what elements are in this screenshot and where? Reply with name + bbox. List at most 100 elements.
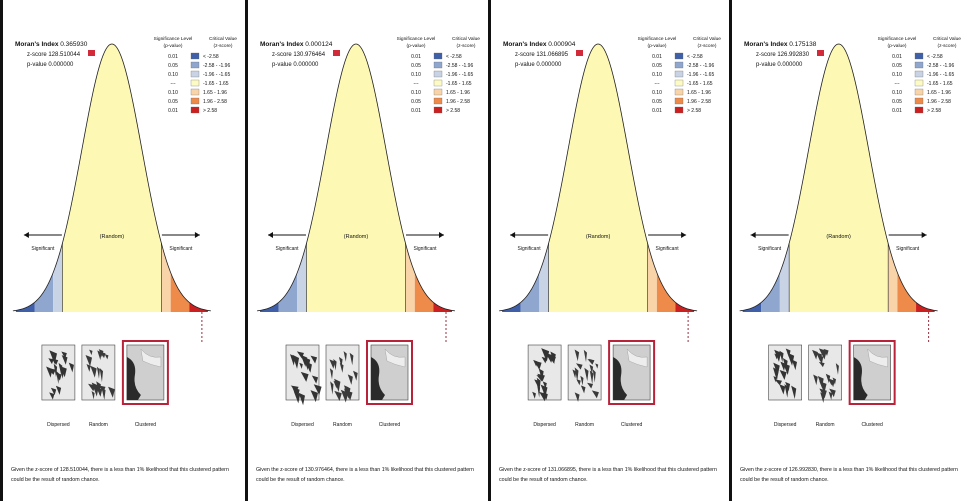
pattern-shape (313, 384, 322, 396)
pattern-shape (818, 361, 825, 368)
legend-swatch (914, 61, 924, 69)
panel-1: Moran's Index 0.365930 z-score 128.510044… (3, 0, 245, 501)
legend-swatch (674, 70, 684, 78)
significant-left-label: Significant (518, 246, 542, 252)
morans-index-value: 0.000124 (305, 41, 332, 48)
legend-zscore: 1.96 - 2.58 (446, 99, 470, 105)
pattern-label-dispersed: Dispersed (533, 422, 556, 428)
legend-sig-header: Significance Level (154, 36, 193, 42)
curve-region (278, 272, 298, 312)
panel-graphic: Moran's Index 0.000124 z-score 130.976464… (256, 36, 480, 483)
legend-swatch (190, 97, 200, 105)
zscore-value: 126.992830 (777, 52, 809, 58)
pattern-shape (89, 349, 93, 356)
pattern-shape (85, 354, 93, 367)
pattern-label-random: Random (816, 422, 835, 428)
arrowhead-left (268, 232, 273, 238)
zscore-badge (576, 50, 583, 56)
pattern-shape (353, 370, 358, 381)
pattern-shape (349, 352, 354, 366)
pattern-shape (580, 385, 586, 394)
pattern-label-clustered: Clustered (861, 422, 883, 428)
legend-swatch (433, 52, 443, 60)
legend-crit-header-sub: (z-score) (457, 43, 476, 49)
arrowhead-left (23, 232, 29, 238)
pvalue-label: p-value 0.000000 (515, 62, 562, 68)
significant-right-label: Significant (896, 246, 920, 252)
pattern-shape (583, 349, 587, 363)
pattern-shape (59, 366, 67, 378)
legend-pvalue: 0.10 (168, 72, 178, 78)
legend-zscore: -1.96 - -1.65 (687, 72, 714, 78)
bell-curve-outline (256, 43, 456, 312)
pattern-shape (50, 387, 57, 396)
legend-pvalue: 0.01 (411, 108, 421, 114)
legend-swatch (190, 88, 200, 96)
caption-line: could be the result of random chance. (740, 477, 829, 483)
pattern-shape (791, 359, 798, 371)
zscore-label: z-score 128.510044 (27, 52, 81, 58)
pattern-shape (545, 353, 554, 363)
panel-graphic: Moran's Index 0.000904 z-score 131.066895… (499, 36, 721, 483)
legend-sig-header-sub: (p-value) (164, 43, 183, 49)
legend-sig-header-sub: (p-value) (407, 43, 426, 49)
pattern-shape (343, 351, 347, 362)
morans-index-label: Moran's Index 0.000124 (260, 41, 333, 48)
legend-zscore: -1.96 - -1.65 (203, 72, 230, 78)
panel-separator (488, 0, 491, 501)
legend-zscore: -2.58 - -1.96 (687, 63, 714, 69)
legend-pvalue: 0.05 (652, 99, 662, 105)
pattern-shape (329, 368, 333, 380)
pattern-shape (791, 385, 797, 399)
pattern-shape (51, 358, 59, 366)
pattern-shape (832, 377, 837, 385)
curve-region (433, 302, 452, 312)
pattern-shape (292, 354, 300, 369)
random-label: (Random) (100, 234, 125, 240)
legend-pvalue: 0.01 (168, 54, 178, 60)
legend-swatch (674, 52, 684, 60)
legend-zscore: 1.96 - 2.58 (687, 99, 711, 105)
pattern-shape (296, 351, 304, 359)
pattern-shape (818, 348, 827, 360)
curve-region (34, 272, 54, 312)
pattern-shape (532, 391, 536, 399)
legend-pvalue: 0.10 (892, 90, 902, 96)
pattern-shape (595, 363, 599, 369)
clustered-highlight-box (608, 340, 656, 405)
pattern-shape (534, 379, 541, 388)
pattern-shape (813, 374, 818, 386)
legend-zscore: -2.58 - -1.96 (203, 63, 230, 69)
legend-zscore: < -2.58 (927, 54, 943, 60)
legend-zscore: > 2.58 (687, 108, 701, 114)
pvalue-value: 0.000000 (293, 62, 319, 68)
pattern-shape (347, 374, 353, 385)
curve-region (306, 44, 406, 312)
pattern-shape (330, 381, 334, 395)
caption-line: could be the result of random chance. (499, 477, 588, 483)
significant-left-label: Significant (275, 246, 299, 252)
legend-swatch (674, 106, 684, 114)
legend-crit-header: Critical Value (209, 36, 237, 42)
curve-region (675, 302, 695, 312)
legend-swatch (674, 79, 684, 87)
significant-right-label: Significant (169, 246, 193, 252)
legend-crit-header-sub: (z-score) (938, 43, 957, 49)
legend-pvalue: 0.01 (411, 54, 421, 60)
pattern-shape (774, 379, 782, 386)
random-label: (Random) (826, 234, 851, 240)
pattern-shape (592, 369, 596, 383)
pattern-shape (829, 388, 836, 398)
caption-line: Given the z-score of 131.066895, there i… (499, 467, 717, 473)
legend-zscore: > 2.58 (203, 108, 217, 114)
pattern-shape (574, 367, 579, 382)
significant-left-label: Significant (758, 246, 782, 252)
arrowhead-right (681, 232, 687, 238)
panel-separator (0, 0, 3, 501)
legend-swatch (914, 97, 924, 105)
pattern-label-dispersed: Dispersed (774, 422, 797, 428)
pvalue-label: p-value 0.000000 (756, 62, 803, 68)
pattern-shape (88, 383, 96, 392)
pattern-shape (90, 365, 97, 378)
